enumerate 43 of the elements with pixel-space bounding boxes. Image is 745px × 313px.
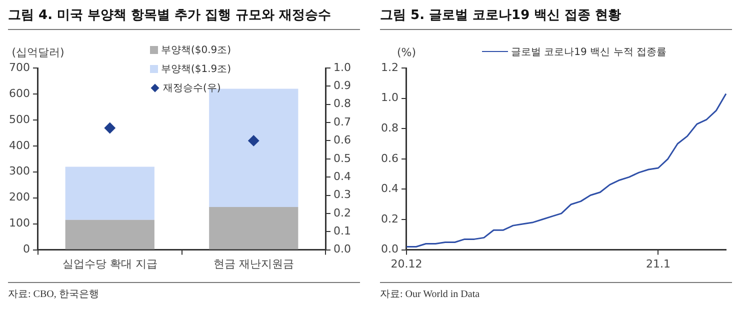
y-tick-label: 0.6 <box>380 152 398 165</box>
y-tick-label: 100 <box>8 216 30 230</box>
text: 자료: CBO, 한국은행 <box>8 282 360 301</box>
y2-tick-label: 0.0 <box>334 242 352 256</box>
y2-tick-label: 0.9 <box>334 79 352 92</box>
y2-tick-label: 0.7 <box>334 115 352 128</box>
x-tick-label: 21.1 <box>646 257 670 270</box>
y-tick-label: 1.0 <box>380 91 398 104</box>
y2-tick-label: 0.5 <box>334 152 352 165</box>
chart-title: 그림 4. 미국 부양책 항목별 추가 집행 규모와 재정승수 <box>8 6 360 30</box>
y-tick-label: 0.0 <box>380 242 398 256</box>
y2-tick-label: 0.1 <box>334 224 352 238</box>
x-tick-label: 현금 재난지원금 <box>213 257 294 270</box>
y-tick-label: 700 <box>8 60 30 74</box>
y-axis-title: (%) <box>396 46 416 59</box>
y-tick-label: 0.2 <box>380 212 398 226</box>
legend-label: 재정승수(우) <box>163 82 221 94</box>
y-tick-label: 400 <box>8 138 30 152</box>
bar <box>65 166 154 220</box>
y2-tick-label: 0.4 <box>334 170 352 183</box>
y-tick-label: 0.8 <box>380 121 398 134</box>
y2-tick-label: 0.2 <box>334 206 352 220</box>
y-tick-label: 600 <box>8 86 30 100</box>
y-tick-label: 0 <box>22 242 30 256</box>
y-tick-label: 1.2 <box>380 60 398 74</box>
y2-tick-label: 0.8 <box>334 97 352 110</box>
y2-tick-label: 0.6 <box>334 134 352 147</box>
legend-label: 부양책($1.9조) <box>161 62 232 76</box>
y-axis-title: (십억달러) <box>12 46 64 59</box>
y2-tick-label: 0.3 <box>334 188 352 202</box>
x-tick-label: 실업수당 확대 지급 <box>62 257 158 270</box>
y-tick-label: 0.4 <box>380 182 398 196</box>
y-tick-label: 500 <box>8 112 30 126</box>
legend-label: 부양책($0.9조) <box>161 44 232 56</box>
x-tick-label: 20.12 <box>390 257 422 270</box>
y-tick-label: 300 <box>8 164 30 178</box>
y2-tick-label: 1.0 <box>334 60 352 74</box>
y-tick-label: 200 <box>8 190 30 204</box>
text: 자료: Our World in Data <box>380 282 732 301</box>
bar <box>209 206 298 250</box>
legend-label: 글로벌 코로나19 백신 누적 접종률 <box>511 46 666 58</box>
chart-title: 그림 5. 글로벌 코로나19 백신 접종 현황 <box>380 6 732 30</box>
bar <box>65 220 154 250</box>
